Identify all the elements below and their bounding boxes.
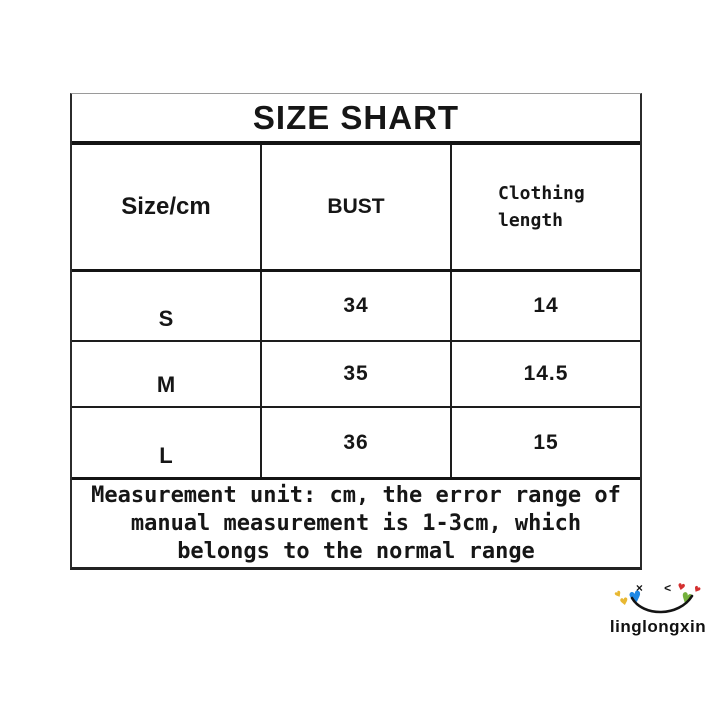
measurement-note-line: Measurement unit: cm, the error range of — [91, 482, 621, 508]
length-value: 14 — [533, 294, 559, 317]
length-value: 15 — [533, 430, 559, 454]
length-value: 14.5 — [523, 362, 569, 385]
table-row-size-l: L 36 15 — [72, 408, 640, 480]
smiley-eyes-icon: × < — [635, 581, 681, 595]
measurement-note-line: belongs to the normal range — [177, 538, 535, 564]
column-header-size: Size/cm — [72, 145, 262, 269]
brand-logo: × < ♥ ♥ ♥ ♥ ♥ ♥ linglongxin — [603, 580, 711, 644]
table-row-size-m: M 35 14.5 — [72, 342, 640, 408]
bust-value: 35 — [262, 342, 452, 406]
bust-value: 34 — [262, 272, 452, 340]
size-label: M — [72, 342, 262, 406]
size-chart-table: SIZE SHART Size/cm BUST Clothing length … — [70, 93, 642, 570]
size-chart-header-row: Size/cm BUST Clothing length — [72, 145, 640, 272]
column-header-bust: BUST — [262, 145, 452, 269]
size-label: S — [72, 272, 262, 340]
size-chart-title: SIZE SHART — [72, 94, 640, 145]
smile-arc-icon — [630, 594, 694, 614]
measurement-note: Measurement unit: cm, the error range of… — [72, 480, 640, 567]
table-row-size-s: S 34 14 — [72, 272, 640, 342]
bust-value: 36 — [262, 408, 452, 477]
brand-name: linglongxin — [609, 617, 707, 636]
size-label: L — [72, 408, 262, 477]
column-header-clothing-length: Clothing length — [498, 183, 585, 231]
measurement-note-line: manual measurement is 1-3cm, which — [130, 510, 582, 536]
